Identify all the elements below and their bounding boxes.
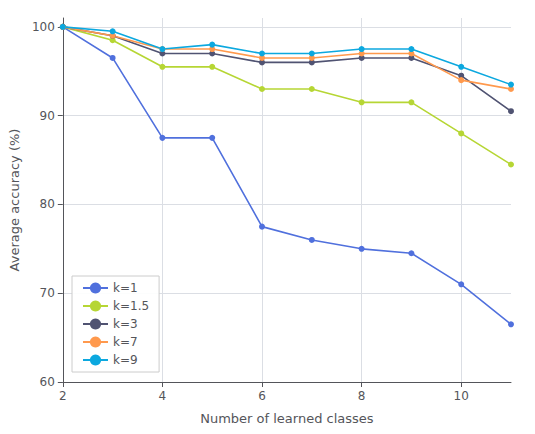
svg-text:90: 90 <box>40 109 55 123</box>
svg-text:8: 8 <box>358 389 366 403</box>
svg-text:80: 80 <box>40 197 55 211</box>
svg-text:100: 100 <box>32 20 55 34</box>
svg-text:k=1: k=1 <box>113 281 138 295</box>
svg-text:Number of learned classes: Number of learned classes <box>200 411 374 426</box>
svg-text:70: 70 <box>40 286 55 300</box>
svg-text:k=3: k=3 <box>113 317 138 331</box>
svg-text:6: 6 <box>258 389 266 403</box>
svg-text:Average accuracy (%): Average accuracy (%) <box>7 129 22 272</box>
svg-text:4: 4 <box>159 389 167 403</box>
svg-text:k=1.5: k=1.5 <box>113 299 149 313</box>
svg-text:2: 2 <box>59 389 67 403</box>
svg-text:60: 60 <box>40 375 55 389</box>
svg-text:k=9: k=9 <box>113 353 138 367</box>
svg-text:k=7: k=7 <box>113 335 138 349</box>
svg-text:10: 10 <box>454 389 469 403</box>
